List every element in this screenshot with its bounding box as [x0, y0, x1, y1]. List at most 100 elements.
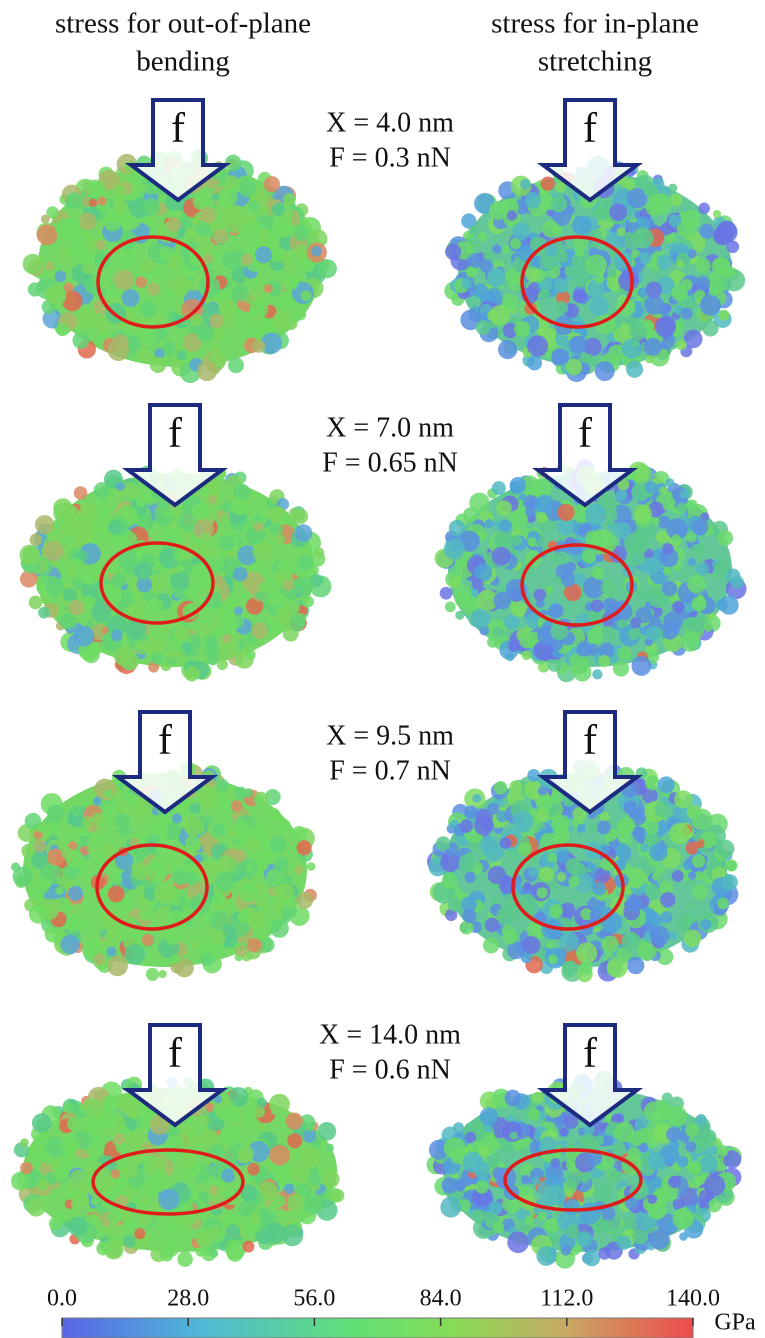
atom-cluster [165, 1136, 185, 1156]
atom-cluster [563, 961, 578, 976]
atom-cluster [510, 481, 523, 494]
atom-cluster [116, 482, 125, 491]
atom-cluster [552, 827, 570, 845]
atom-cluster [37, 1178, 49, 1190]
atom-cluster [442, 872, 459, 889]
atom-cluster [142, 198, 160, 216]
atom-cluster [686, 499, 697, 510]
atom-cluster [67, 247, 79, 259]
atom-cluster [246, 863, 255, 872]
atom-cluster [182, 641, 192, 651]
atom-cluster [560, 1128, 568, 1136]
colorbar-unit: GPa [714, 1310, 756, 1336]
atom-cluster [592, 669, 602, 679]
atom-cluster [566, 206, 575, 215]
atom-cluster [486, 288, 502, 304]
atom-cluster [681, 633, 700, 652]
atom-cluster [53, 1167, 67, 1181]
atom-cluster [114, 1133, 126, 1145]
atom-cluster [629, 872, 644, 887]
atom-cluster [166, 217, 181, 232]
atom-cluster [277, 819, 291, 833]
atom-cluster [676, 502, 687, 513]
atom-cluster [107, 955, 128, 976]
atom-cluster [716, 840, 734, 858]
atom-cluster [225, 176, 239, 190]
atom-cluster [266, 590, 283, 607]
atom-cluster [609, 1170, 622, 1183]
atom-cluster [522, 650, 532, 660]
atom-cluster [646, 281, 662, 297]
atom-cluster [318, 259, 337, 278]
atom-cluster [652, 517, 660, 525]
atom-cluster [213, 229, 228, 244]
atom-cluster [545, 244, 557, 256]
atom-cluster [298, 1147, 319, 1168]
atom-cluster [55, 1212, 68, 1225]
atom-cluster [20, 545, 40, 565]
force-value-label: F = 0.6 nN [329, 1054, 451, 1085]
atom-cluster [241, 254, 253, 266]
atom-cluster [166, 651, 175, 660]
atom-cluster [152, 1169, 168, 1185]
atom-cluster [528, 1109, 540, 1121]
atom-cluster [295, 866, 303, 874]
atom-cluster [676, 260, 684, 268]
atom-cluster [68, 231, 76, 239]
atom-cluster [670, 194, 683, 207]
atom-cluster [594, 204, 611, 221]
atom-cluster [464, 872, 475, 883]
atom-cluster [109, 564, 118, 573]
atom-cluster [270, 245, 283, 258]
atom-cluster [565, 858, 581, 874]
atom-cluster [630, 617, 641, 628]
atom-cluster [254, 796, 264, 806]
atom-cluster [695, 258, 710, 273]
atom-cluster [565, 1146, 577, 1158]
force-value-label: F = 0.7 nN [329, 755, 451, 786]
atom-cluster [73, 903, 83, 913]
atom-cluster [644, 557, 661, 574]
atom-cluster [331, 1189, 344, 1202]
atom-cluster [569, 336, 587, 354]
atom-cluster [461, 278, 472, 289]
atom-cluster [92, 813, 105, 826]
atom-cluster [478, 1146, 490, 1158]
atom-cluster [148, 598, 163, 613]
atom-cluster [467, 851, 476, 860]
atom-cluster [521, 1175, 530, 1184]
atom-cluster [211, 193, 219, 201]
atom-cluster [200, 623, 212, 635]
atom-cluster [627, 957, 644, 974]
atom-cluster [673, 1208, 694, 1229]
displacement-label: X = 14.0 nm [319, 1019, 461, 1050]
atom-cluster [582, 549, 596, 563]
atom-cluster [38, 607, 50, 619]
atom-cluster [147, 283, 160, 296]
atom-cluster [136, 498, 145, 507]
atom-cluster [527, 335, 548, 356]
atom-cluster [255, 246, 272, 263]
atom-cluster [252, 515, 260, 523]
atom-cluster [107, 947, 117, 957]
atom-cluster [72, 332, 89, 349]
atom-cluster [645, 355, 653, 363]
atom-cluster [35, 515, 54, 534]
atom-cluster [158, 970, 166, 978]
atom-cluster [499, 519, 512, 532]
colorbar-tick-label: 112.0 [540, 1286, 593, 1312]
atom-cluster [681, 210, 700, 229]
atom-cluster [78, 920, 88, 930]
force-label: f [578, 411, 592, 457]
atom-cluster [297, 840, 312, 855]
atom-cluster [196, 1231, 213, 1248]
atom-cluster [445, 244, 461, 260]
atom-cluster [455, 1178, 467, 1190]
atom-cluster [629, 322, 647, 340]
atom-cluster [700, 295, 721, 316]
atom-cluster [660, 892, 675, 907]
atom-cluster [233, 567, 248, 582]
atom-cluster [111, 1169, 120, 1178]
atom-cluster [436, 836, 451, 851]
atom-cluster [222, 252, 239, 269]
